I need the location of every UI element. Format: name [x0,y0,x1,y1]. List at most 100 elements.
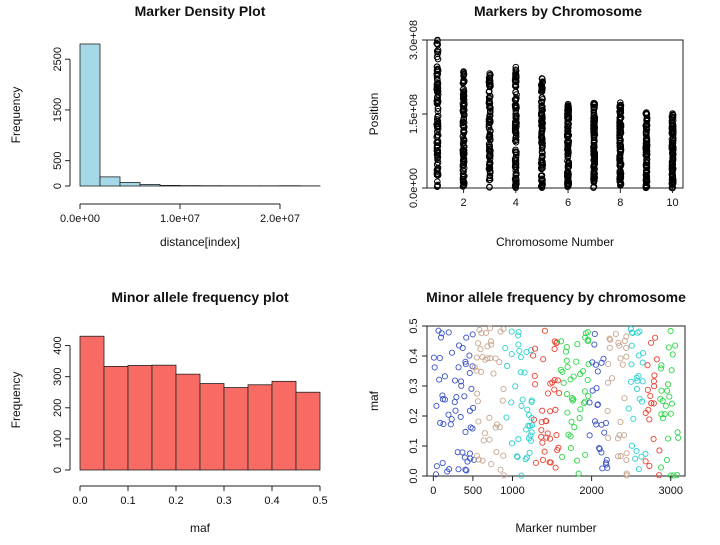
data-point [620,362,625,367]
data-point [552,387,557,392]
x-tick-label: 2 [461,197,467,209]
y-tick-label: 400 [52,336,64,354]
data-point [545,391,550,396]
y-tick-label: 200 [52,399,64,417]
data-point [624,458,629,463]
data-point [504,363,509,368]
data-point [636,467,641,472]
x-tick-label: 0.3 [216,495,231,507]
data-point [568,446,573,451]
x-tick-label: 4 [513,197,519,209]
data-point [498,467,503,472]
data-point [629,443,634,448]
histogram-bar [272,381,296,470]
data-point [462,455,467,460]
data-point [669,401,674,406]
data-point [574,359,579,364]
histogram-bar [176,374,200,470]
y-tick-label: 0.5 [408,318,420,333]
data-point [569,419,574,424]
data-point [587,433,592,438]
y-axis-label: Frequency [9,87,23,144]
chart-title: Marker Density Plot [135,3,266,19]
data-point [580,369,585,374]
data-point [645,363,650,368]
data-point [653,335,658,340]
data-point [592,342,597,347]
data-point [594,422,599,427]
x-tick-label: 10 [666,197,678,209]
data-point [458,414,463,419]
data-point [453,408,458,413]
data-point [501,473,506,478]
data-point [554,432,559,437]
data-point [564,391,569,396]
data-point [540,408,545,413]
y-tick-label: 100 [52,430,64,448]
y-axis-label: Position [367,93,381,136]
x-tick-label: 0.2 [168,495,183,507]
data-point [449,350,454,355]
data-point [609,376,614,381]
data-point [516,437,521,442]
data-point [553,465,558,470]
data-point [605,380,610,385]
data-point [624,345,629,350]
data-point [629,343,634,348]
data-point [607,345,612,350]
histogram-bar [80,44,100,186]
data-point [504,415,509,420]
data-point [624,334,629,339]
data-point [434,464,439,469]
data-point [431,355,436,360]
data-point [518,354,523,359]
data-point [552,346,557,351]
data-point [482,431,487,436]
data-point [448,422,453,427]
y-tick-label: 1.5e+08 [408,94,420,134]
data-point [624,451,629,456]
x-tick-label: 0.5 [312,495,327,507]
data-point [540,457,545,462]
y-tick-label: 0.0 [408,468,420,483]
data-point [622,396,627,401]
data-point [467,451,472,456]
data-point [592,419,597,424]
data-point [475,341,480,346]
data-point [618,419,623,424]
data-point [494,449,499,454]
y-tick-label: 0.1 [408,438,420,453]
histogram-bar [296,392,320,470]
data-point [605,408,610,413]
data-point [509,329,514,334]
data-point [541,357,546,362]
x-axis-label: maf [190,521,211,535]
data-point [565,410,570,415]
histogram-bar [200,384,224,470]
data-point [547,409,552,414]
data-point [474,391,479,396]
data-point [658,465,663,470]
data-point [645,387,650,392]
histogram-bar [224,388,248,470]
data-point [491,371,496,376]
x-tick-label: 2000 [579,485,603,497]
y-axis-label: Frequency [9,372,23,429]
data-point [665,382,670,387]
data-point [592,331,597,336]
data-point [481,438,486,443]
x-tick-label: 8 [617,197,623,209]
data-point [517,348,522,353]
data-point [666,345,671,350]
data-point [515,333,520,338]
data-point [513,384,518,389]
x-tick-label: 0 [430,485,436,497]
x-axis-label: Chromosome Number [496,235,614,249]
x-tick-label: 2.0e+07 [260,213,300,225]
data-point [531,353,536,358]
data-point [460,345,465,350]
data-point [618,356,623,361]
data-point [668,328,673,333]
